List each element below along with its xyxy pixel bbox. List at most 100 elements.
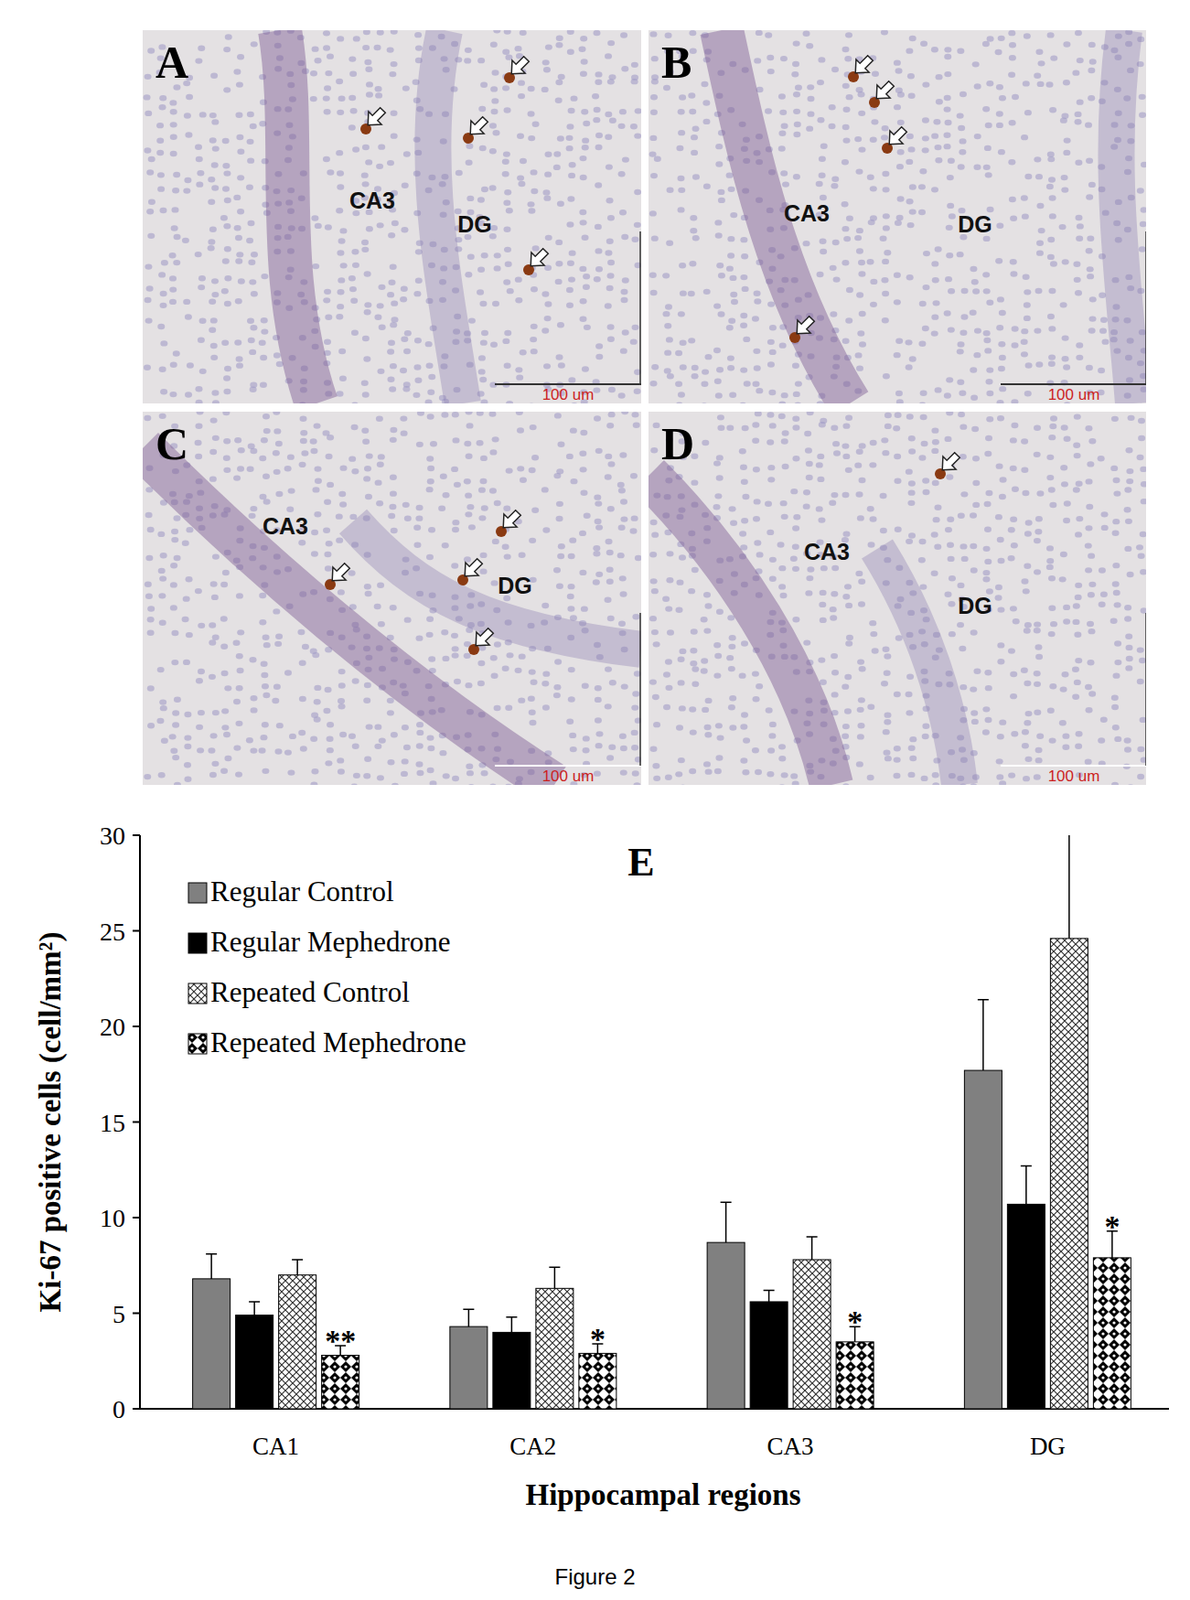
- nucleus: [517, 181, 526, 187]
- nucleus: [172, 171, 181, 178]
- nucleus: [606, 578, 614, 585]
- nucleus: [527, 201, 536, 207]
- figure: 100 umCA3DGA100 umCA3DGB100 umCA3DGC100 …: [0, 0, 1190, 1600]
- nucleus: [1102, 338, 1110, 344]
- nucleus: [235, 685, 244, 691]
- nucleus: [958, 389, 966, 396]
- nucleus: [235, 112, 243, 118]
- nucleus: [1023, 301, 1031, 308]
- nucleus: [337, 277, 345, 283]
- nucleus: [846, 287, 854, 293]
- nucleus: [664, 367, 672, 374]
- nucleus: [426, 486, 434, 493]
- nucleus: [666, 373, 675, 379]
- nucleus: [159, 95, 167, 101]
- nucleus: [767, 361, 775, 367]
- nucleus: [147, 616, 155, 622]
- nucleus: [568, 161, 577, 168]
- nucleus: [843, 137, 851, 143]
- nucleus: [819, 238, 827, 245]
- nucleus: [275, 440, 283, 447]
- nucleus: [983, 337, 991, 344]
- nucleus: [481, 770, 489, 776]
- nucleus: [212, 145, 220, 151]
- nucleus: [210, 317, 218, 323]
- nucleus: [519, 30, 527, 36]
- nucleus: [566, 221, 574, 227]
- nucleus: [1023, 32, 1031, 39]
- nucleus: [713, 347, 721, 354]
- nucleus: [353, 772, 361, 779]
- nucleus: [609, 679, 617, 686]
- nucleus: [620, 515, 628, 522]
- nucleus: [171, 536, 179, 543]
- nucleus: [541, 327, 549, 333]
- nucleus: [250, 41, 258, 47]
- nucleus: [1021, 213, 1030, 219]
- nucleus: [702, 118, 710, 125]
- nucleus: [465, 143, 473, 150]
- nucleus: [530, 169, 538, 175]
- nucleus: [1037, 81, 1045, 87]
- nucleus: [250, 707, 258, 713]
- nucleus: [208, 327, 216, 333]
- nucleus: [555, 79, 563, 86]
- nucleus: [1059, 224, 1067, 230]
- nucleus: [582, 747, 590, 753]
- nucleus: [931, 313, 939, 320]
- nucleus: [415, 761, 423, 767]
- nucleus: [490, 342, 498, 348]
- region-label: CA3: [783, 200, 830, 226]
- nucleus: [867, 258, 875, 265]
- nucleus: [969, 366, 977, 373]
- nucleus: [617, 552, 625, 558]
- nucleus: [739, 236, 748, 243]
- nucleus: [934, 157, 943, 163]
- nucleus: [715, 160, 723, 167]
- nucleus: [921, 117, 930, 123]
- nucleus: [568, 536, 577, 543]
- nucleus: [209, 475, 217, 482]
- nucleus: [554, 658, 562, 665]
- nucleus: [1060, 301, 1068, 308]
- nucleus: [402, 385, 410, 392]
- micrograph-image: [648, 411, 1147, 785]
- nucleus: [906, 133, 914, 140]
- nucleus: [323, 108, 332, 115]
- nucleus: [880, 30, 889, 35]
- nucleus: [568, 276, 576, 282]
- nucleus: [662, 272, 670, 279]
- nucleus: [593, 770, 601, 776]
- nucleus: [348, 95, 356, 101]
- nucleus: [1047, 32, 1055, 38]
- nucleus: [997, 365, 1006, 372]
- nucleus: [365, 91, 374, 97]
- nucleus: [376, 30, 385, 36]
- nucleus: [199, 111, 207, 118]
- nucleus: [441, 655, 450, 662]
- nucleus: [352, 262, 360, 269]
- nucleus: [921, 284, 930, 290]
- nucleus: [274, 641, 282, 647]
- nucleus: [931, 186, 939, 193]
- nucleus: [869, 185, 878, 192]
- nucleus: [439, 473, 448, 480]
- nucleus: [580, 58, 589, 65]
- nucleus: [169, 252, 177, 258]
- nucleus: [1024, 109, 1032, 116]
- nucleus: [186, 362, 194, 368]
- nucleus: [313, 698, 322, 705]
- nucleus: [555, 239, 563, 246]
- nucleus: [173, 782, 182, 785]
- nucleus: [793, 401, 802, 404]
- nucleus: [147, 629, 155, 635]
- nucleus: [856, 227, 864, 234]
- nucleus: [249, 386, 258, 393]
- nucleus: [649, 150, 657, 157]
- panel-label: B: [661, 36, 692, 88]
- nucleus: [465, 411, 473, 415]
- nucleus: [147, 47, 155, 54]
- nucleus: [273, 469, 281, 475]
- nucleus: [272, 608, 280, 614]
- nucleus: [893, 272, 901, 279]
